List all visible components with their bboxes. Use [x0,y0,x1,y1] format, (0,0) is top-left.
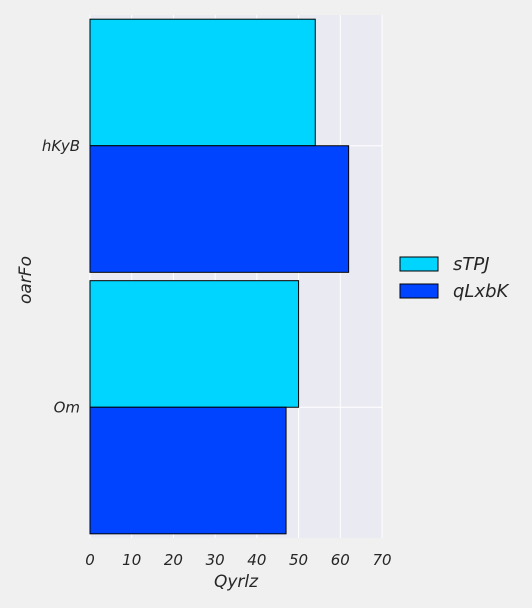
legend-label: qLxbK [453,281,510,302]
bar-sTPJ-hKyB [89,18,316,147]
bar-sTPJ-Om [89,280,300,408]
x-tick-label: 30 [206,551,225,569]
y-tick-label: Om [54,398,80,416]
y-axis-label: oarFo [16,256,36,304]
x-tick-label: 70 [372,551,391,569]
legend-swatch [399,256,439,272]
x-tick-label: 20 [164,551,183,569]
x-axis-label: Qyrlz [214,572,259,592]
legend-label: sTPJ [453,254,490,275]
x-tick-label: 50 [289,551,308,569]
bar-qLxbK-Om [89,406,287,535]
bars [89,18,350,535]
x-tick-label: 40 [247,551,266,569]
legend: sTPJ qLxbK [399,254,510,302]
x-tick-labels: 0 10 20 30 40 50 60 70 [85,551,391,569]
y-tick-label: hKyB [42,137,80,155]
x-tick-label: 10 [122,551,141,569]
y-tick-labels: hKyB Om [42,137,80,417]
x-tick-label: 0 [85,551,95,569]
bar-qLxbK-hKyB [89,145,350,273]
x-tick-label: 60 [331,551,350,569]
legend-swatch [399,283,439,299]
